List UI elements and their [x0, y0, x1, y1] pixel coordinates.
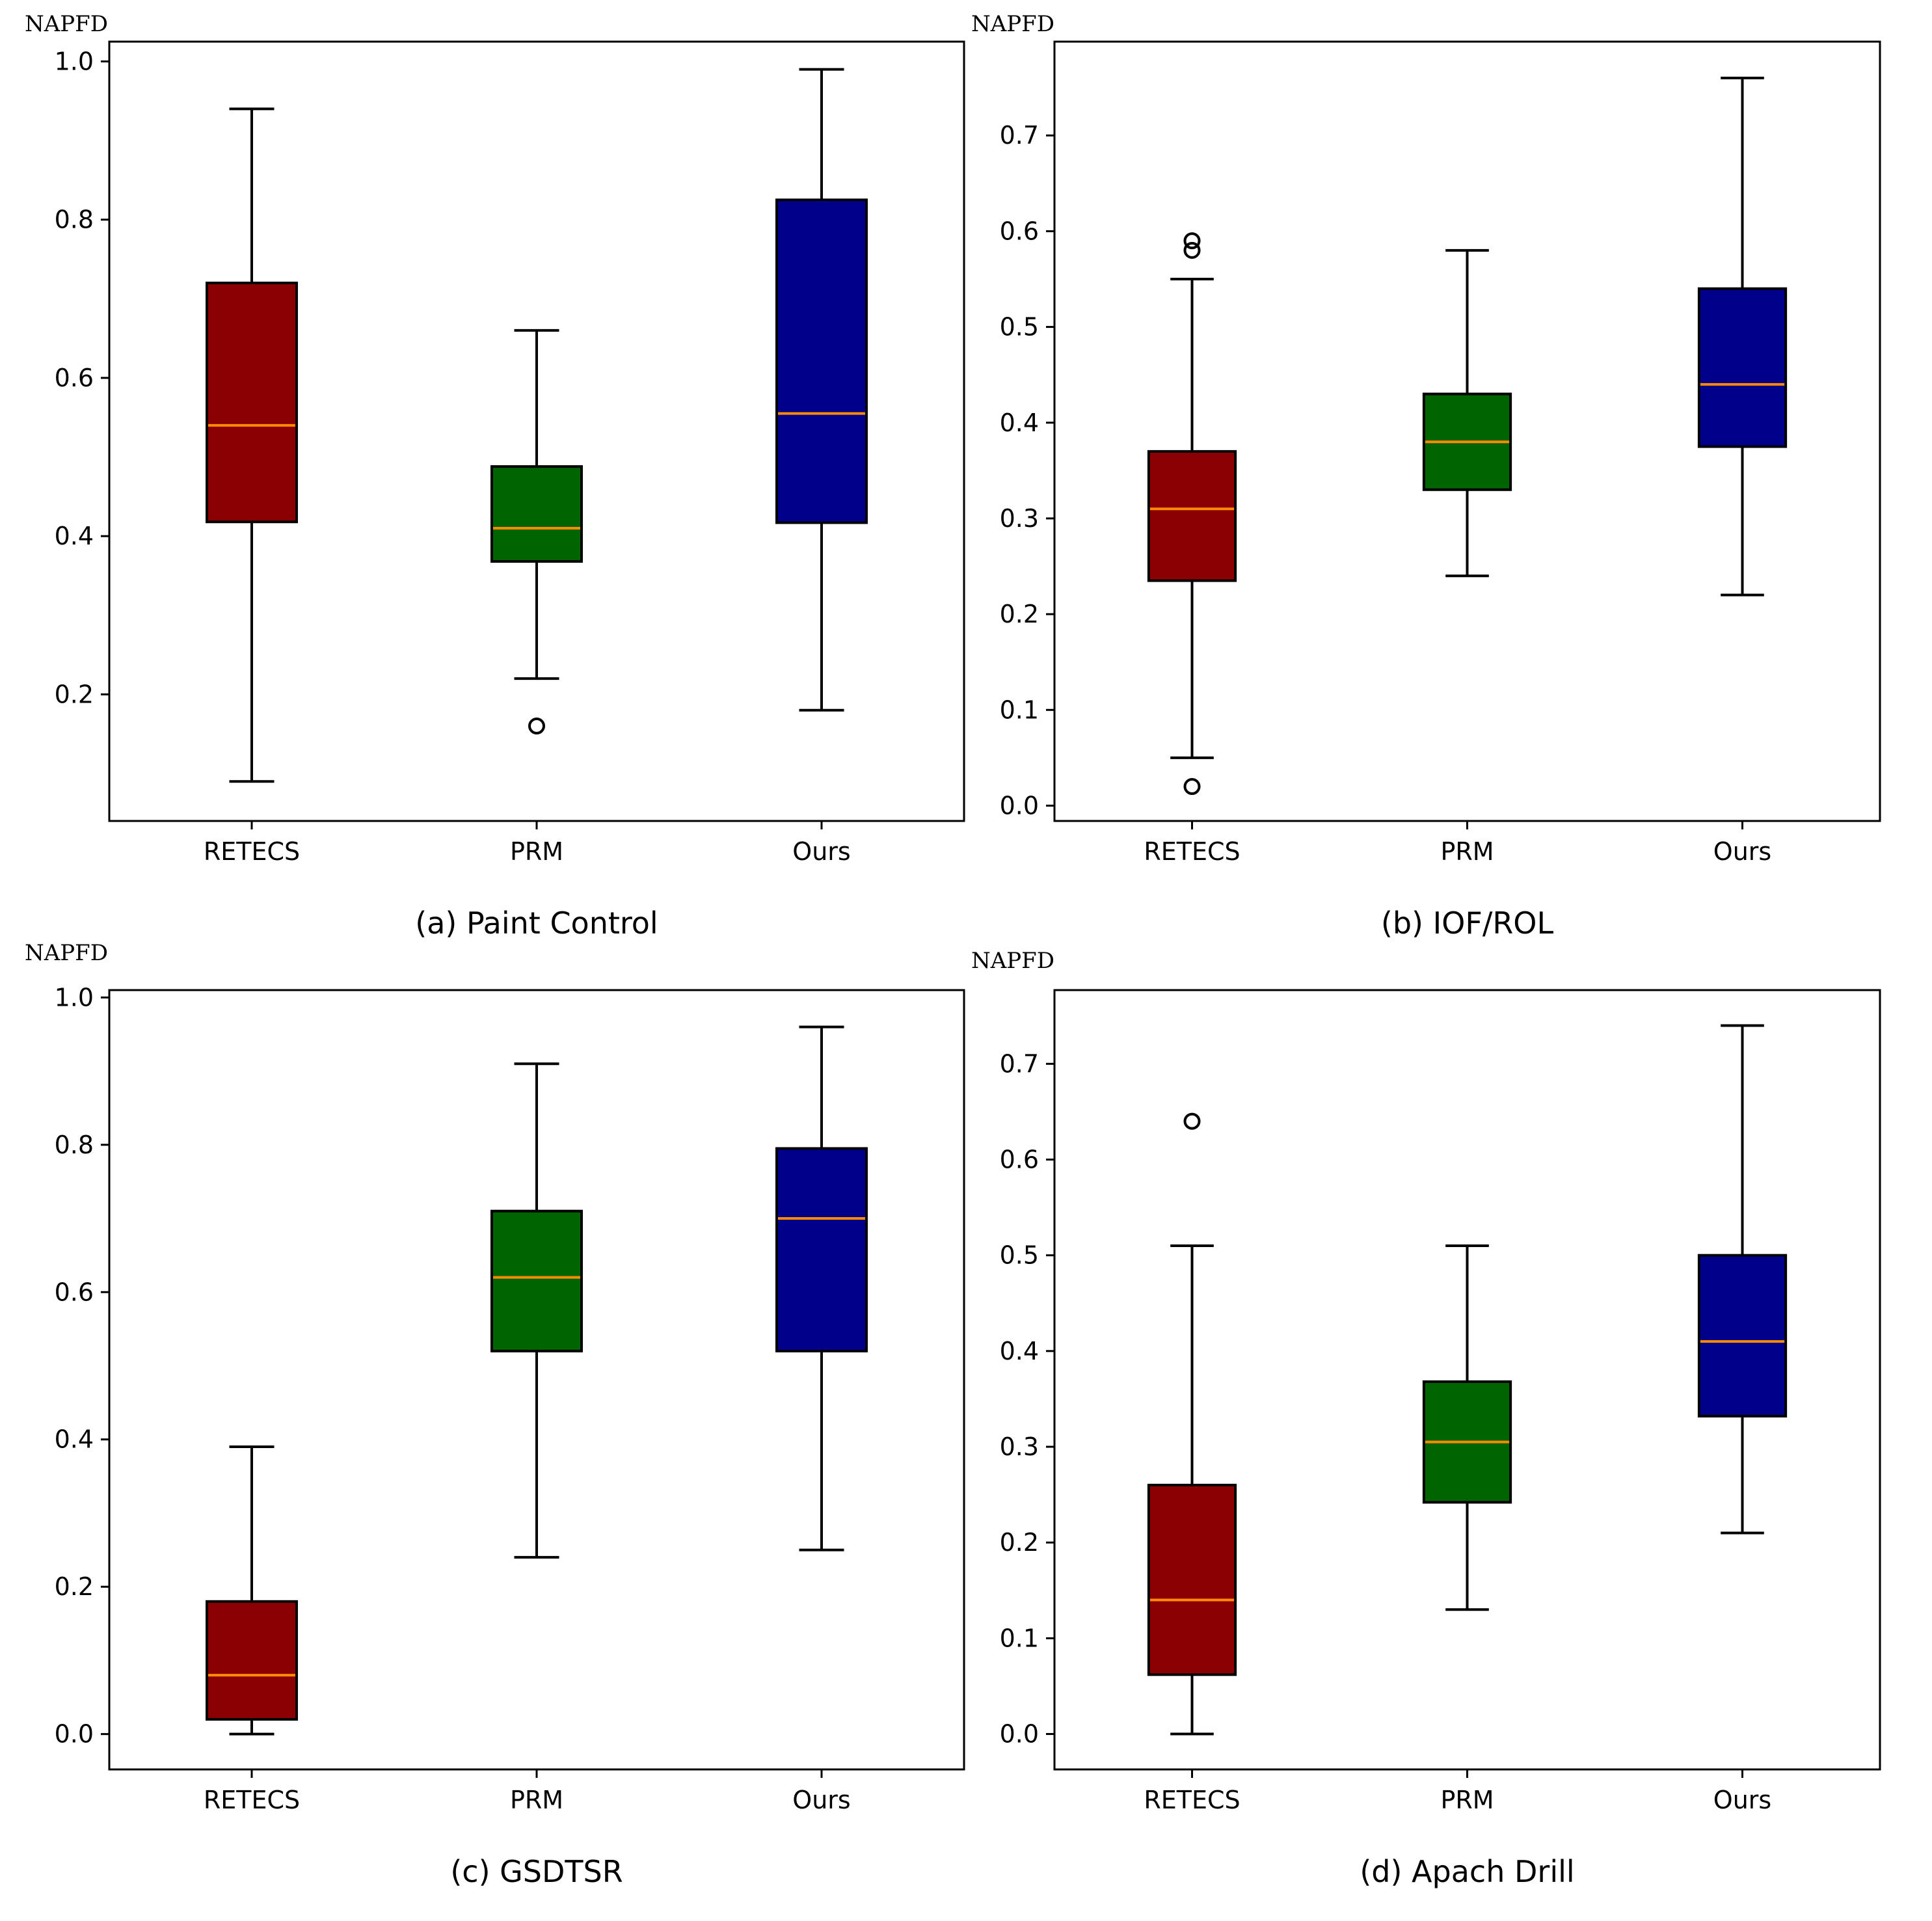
box-retecs	[206, 1445, 298, 1736]
y-tick-label: 0.2	[55, 1572, 94, 1601]
y-tick-label: 0.0	[55, 1720, 94, 1749]
subplot-1: 0.2 0.4 0.6 0.8 1.0 RETECS PRM Ours NAPFD (a) Pai…	[25, 11, 965, 941]
y-tick-label: 0.2	[55, 680, 94, 708]
x-tick-label: RETECS	[1144, 837, 1240, 866]
box-retecs	[206, 107, 298, 783]
x-tick-label: PRM	[510, 837, 563, 866]
y-tick-label: 0.8	[55, 206, 94, 234]
y-tick-label: 0.7	[1000, 121, 1039, 150]
iqr-box	[1697, 287, 1788, 448]
box-prm	[1422, 1244, 1512, 1611]
x-tick-label: PRM	[1440, 837, 1494, 866]
subplot-2: 0.0 0.1 0.2 0.3 0.4 0.5 0.6 0.7 RETECS PRM Ours NAP…	[971, 11, 1881, 941]
box-prm	[490, 1062, 583, 1559]
iqr-box	[1147, 1483, 1237, 1676]
y-tick-label: 0.3	[1000, 1432, 1039, 1461]
x-tick-label: PRM	[1440, 1786, 1494, 1814]
y-tick-label: 1.0	[55, 983, 94, 1012]
x-tick-label: RETECS	[204, 837, 300, 866]
subplot-caption: (c) GSDTSR	[450, 1854, 623, 1889]
box-ours	[1697, 1024, 1788, 1535]
box-prm	[1422, 249, 1512, 578]
y-tick-label: 0.0	[1000, 791, 1039, 820]
axes-frame	[1053, 40, 1881, 822]
outlier-point	[1183, 232, 1201, 250]
y-tick-label: 0.3	[1000, 504, 1039, 533]
outlier-point	[1183, 1112, 1201, 1130]
x-tick-label: Ours	[1713, 837, 1771, 866]
subplot-caption: (b) IOF/ROL	[1381, 906, 1554, 941]
outlier-point	[1183, 241, 1201, 259]
subplot-caption: (a) Paint Control	[415, 906, 658, 941]
x-tick-label: RETECS	[204, 1786, 300, 1814]
y-tick-label: 0.6	[55, 364, 94, 392]
y-tick-label: 0.4	[1000, 1337, 1039, 1365]
y-tick-label: 0.6	[55, 1278, 94, 1306]
y-axis-label: NAPFD	[971, 948, 1054, 974]
box-ours	[775, 1025, 868, 1552]
y-tick-label: 0.8	[55, 1131, 94, 1159]
y-tick-label: 0.7	[1000, 1049, 1039, 1078]
axes-frame	[108, 989, 965, 1771]
y-axis-label: NAPFD	[971, 11, 1054, 37]
y-tick-label: 0.1	[1000, 1624, 1039, 1652]
y-tick-label: 0.1	[1000, 695, 1039, 724]
subplot-3: 0.0 0.2 0.4 0.6 0.8 1.0 RETECS PRM Ours NAPFD (c) …	[25, 940, 965, 1889]
outlier-point	[528, 718, 545, 735]
box-ours	[1697, 76, 1788, 597]
iqr-box	[775, 1147, 868, 1352]
y-tick-label: 0.4	[55, 1425, 94, 1454]
y-tick-label: 1.0	[55, 47, 94, 75]
x-tick-label: Ours	[792, 1786, 850, 1814]
subplot-caption: (d) Apach Drill	[1360, 1854, 1574, 1889]
y-axis-label: NAPFD	[25, 940, 108, 966]
iqr-box	[775, 198, 868, 524]
axes-frame	[108, 40, 965, 822]
box-ours	[775, 68, 868, 712]
subplot-4: 0.0 0.1 0.2 0.3 0.4 0.5 0.6 0.7 RETECS PRM Ours NAP…	[971, 948, 1881, 1889]
iqr-box	[1697, 1254, 1788, 1417]
y-tick-label: 0.2	[1000, 1528, 1039, 1557]
outlier-point	[1183, 778, 1201, 796]
iqr-box	[1147, 450, 1237, 582]
x-tick-label: Ours	[1713, 1786, 1771, 1814]
y-tick-label: 0.0	[1000, 1720, 1039, 1749]
y-tick-label: 0.6	[1000, 1145, 1039, 1174]
y-tick-label: 0.5	[1000, 313, 1039, 342]
box-retecs	[1147, 1112, 1237, 1736]
y-tick-label: 0.5	[1000, 1241, 1039, 1270]
axes-frame	[1053, 989, 1881, 1771]
iqr-box	[490, 1209, 583, 1352]
box-prm	[490, 329, 583, 735]
y-tick-label: 0.2	[1000, 600, 1039, 628]
y-tick-label: 0.6	[1000, 217, 1039, 245]
box-retecs	[1147, 232, 1237, 796]
y-tick-label: 0.4	[1000, 409, 1039, 437]
x-tick-label: Ours	[792, 837, 850, 866]
y-tick-label: 0.4	[55, 522, 94, 550]
iqr-box	[490, 465, 583, 563]
y-axis-label: NAPFD	[25, 11, 108, 37]
iqr-box	[206, 281, 298, 524]
x-tick-label: PRM	[510, 1786, 563, 1814]
x-tick-label: RETECS	[1144, 1786, 1240, 1814]
iqr-box	[206, 1600, 298, 1721]
